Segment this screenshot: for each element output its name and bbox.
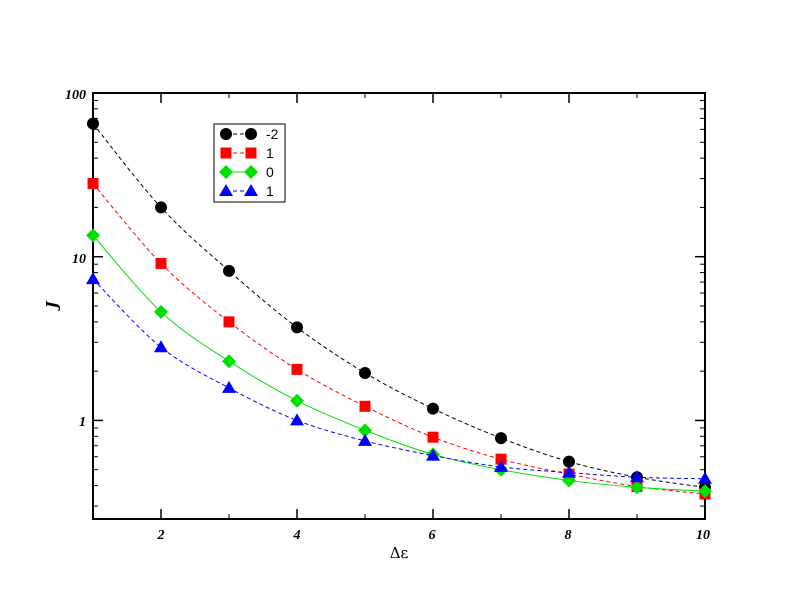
data-point bbox=[290, 393, 304, 408]
data-point bbox=[630, 470, 644, 483]
x-tick-label: 2 bbox=[157, 528, 165, 543]
data-point bbox=[222, 354, 236, 369]
legend-label: 1 bbox=[266, 183, 274, 199]
data-point bbox=[563, 455, 575, 468]
legend-label: 1 bbox=[266, 145, 274, 161]
series-line bbox=[92, 183, 706, 495]
data-point bbox=[86, 272, 100, 285]
y-tick-label: 100 bbox=[65, 88, 86, 103]
legend-marker bbox=[219, 184, 233, 196]
data-point bbox=[698, 471, 712, 484]
x-axis-title: Δε bbox=[390, 544, 409, 562]
data-point bbox=[291, 363, 303, 375]
data-point bbox=[630, 480, 644, 495]
legend-marker bbox=[244, 165, 258, 179]
data-point bbox=[358, 433, 372, 446]
x-tick-label: 10 bbox=[696, 528, 710, 543]
data-point bbox=[222, 380, 236, 393]
legend-marker bbox=[245, 147, 257, 159]
data-point bbox=[290, 413, 304, 426]
legend-marker bbox=[220, 147, 232, 159]
y-axis-title: J bbox=[43, 301, 61, 312]
legend-marker bbox=[219, 165, 233, 179]
data-point bbox=[427, 402, 439, 415]
data-point bbox=[358, 423, 372, 438]
data-point bbox=[223, 316, 235, 328]
legend-marker bbox=[244, 184, 258, 196]
legend-marker bbox=[245, 128, 257, 140]
data-point bbox=[494, 459, 508, 472]
data-point bbox=[562, 465, 576, 478]
x-tick-label: 8 bbox=[565, 528, 572, 543]
legend-label: -2 bbox=[266, 126, 279, 142]
data-point bbox=[154, 304, 168, 319]
data-point bbox=[359, 400, 371, 412]
data-point bbox=[291, 321, 303, 334]
data-point bbox=[155, 257, 167, 269]
x-tick-label: 4 bbox=[293, 528, 301, 543]
data-point bbox=[154, 340, 168, 353]
data-point bbox=[87, 117, 99, 130]
data-point bbox=[698, 484, 712, 499]
series-line bbox=[92, 278, 706, 480]
plot-frame bbox=[92, 92, 706, 520]
data-point bbox=[495, 453, 507, 465]
data-point bbox=[426, 448, 440, 461]
data-point bbox=[87, 178, 99, 190]
legend-marker bbox=[220, 128, 232, 140]
data-point bbox=[86, 228, 100, 243]
legend-label: 0 bbox=[266, 164, 274, 180]
y-tick-label: 10 bbox=[72, 252, 86, 267]
y-tick-label: 1 bbox=[79, 415, 86, 430]
data-point bbox=[495, 432, 507, 445]
data-point bbox=[427, 431, 439, 443]
series-line bbox=[92, 123, 706, 488]
data-point bbox=[223, 264, 235, 277]
data-point bbox=[155, 201, 167, 214]
data-point bbox=[359, 366, 371, 379]
x-tick-label: 6 bbox=[429, 528, 436, 543]
series-line bbox=[92, 235, 706, 492]
